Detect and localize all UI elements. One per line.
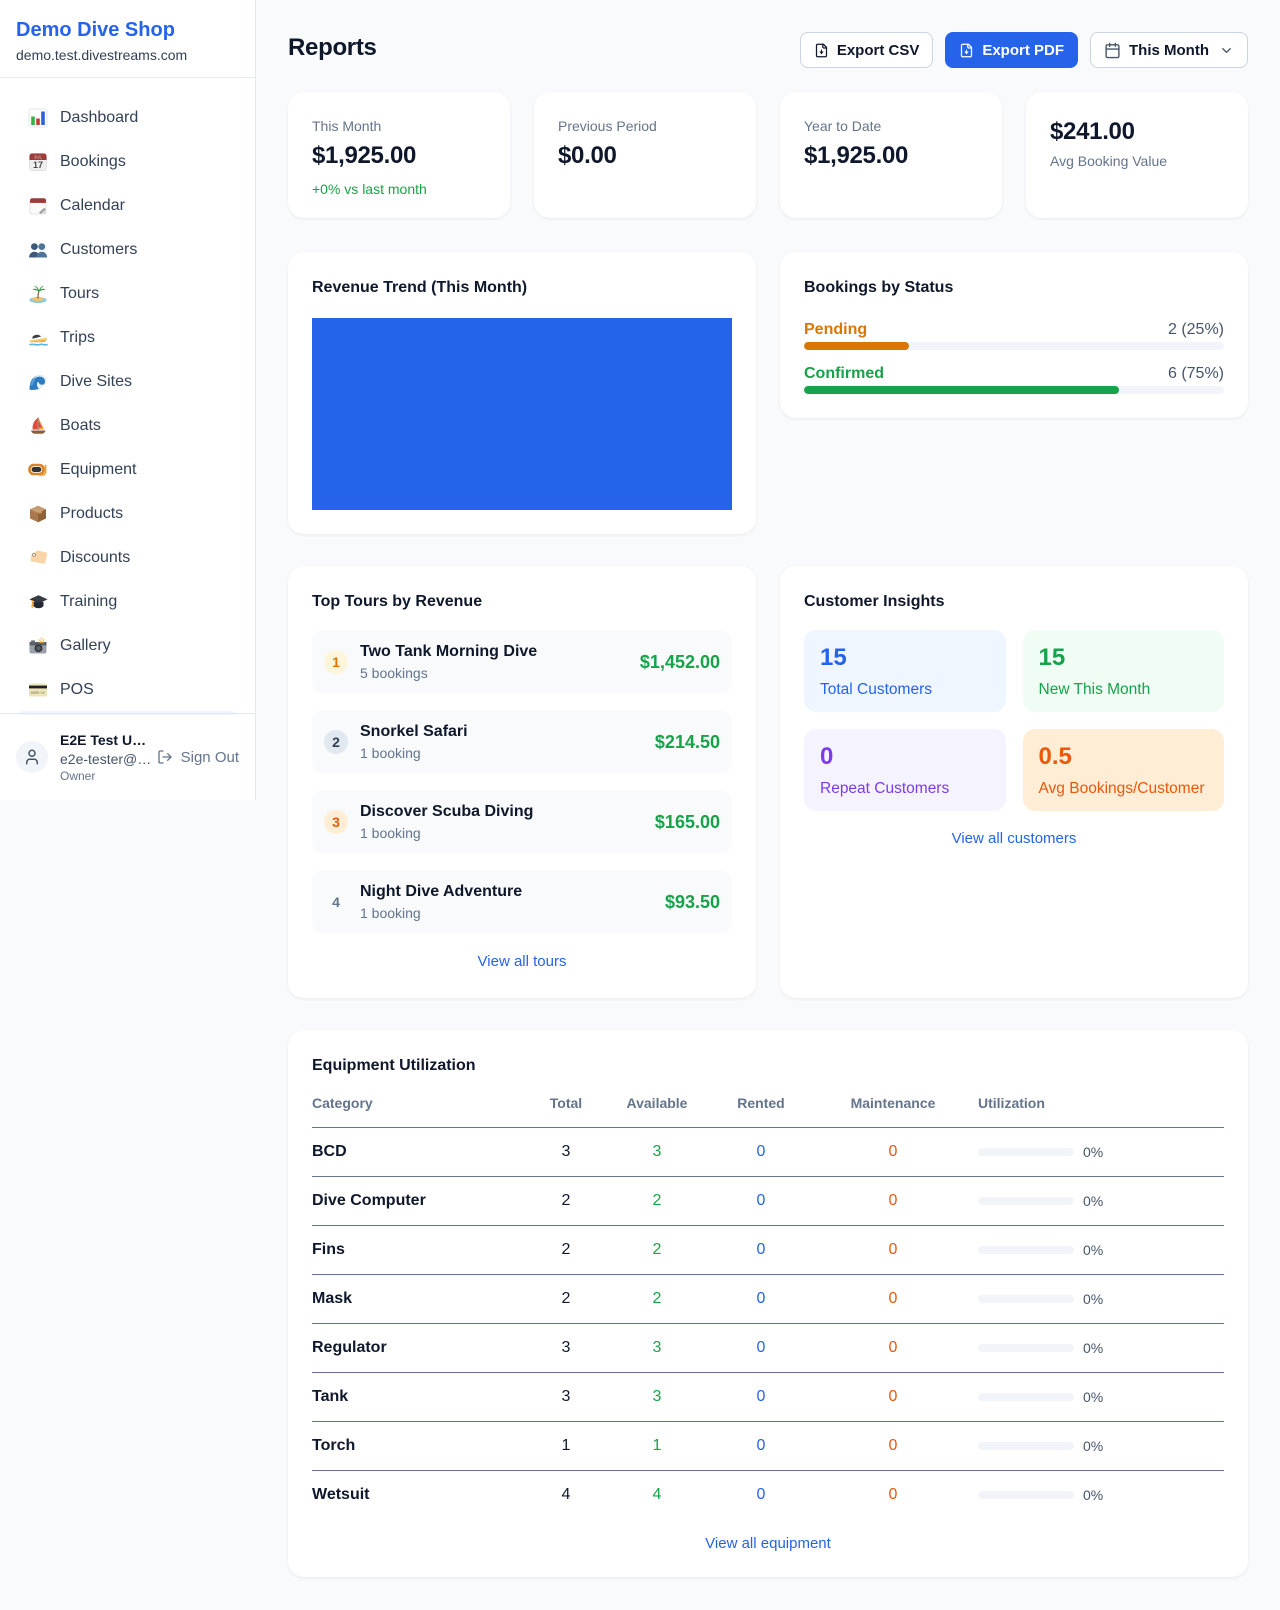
svg-text:17: 17 [33,160,43,170]
svg-text:JUL: JUL [34,155,42,160]
